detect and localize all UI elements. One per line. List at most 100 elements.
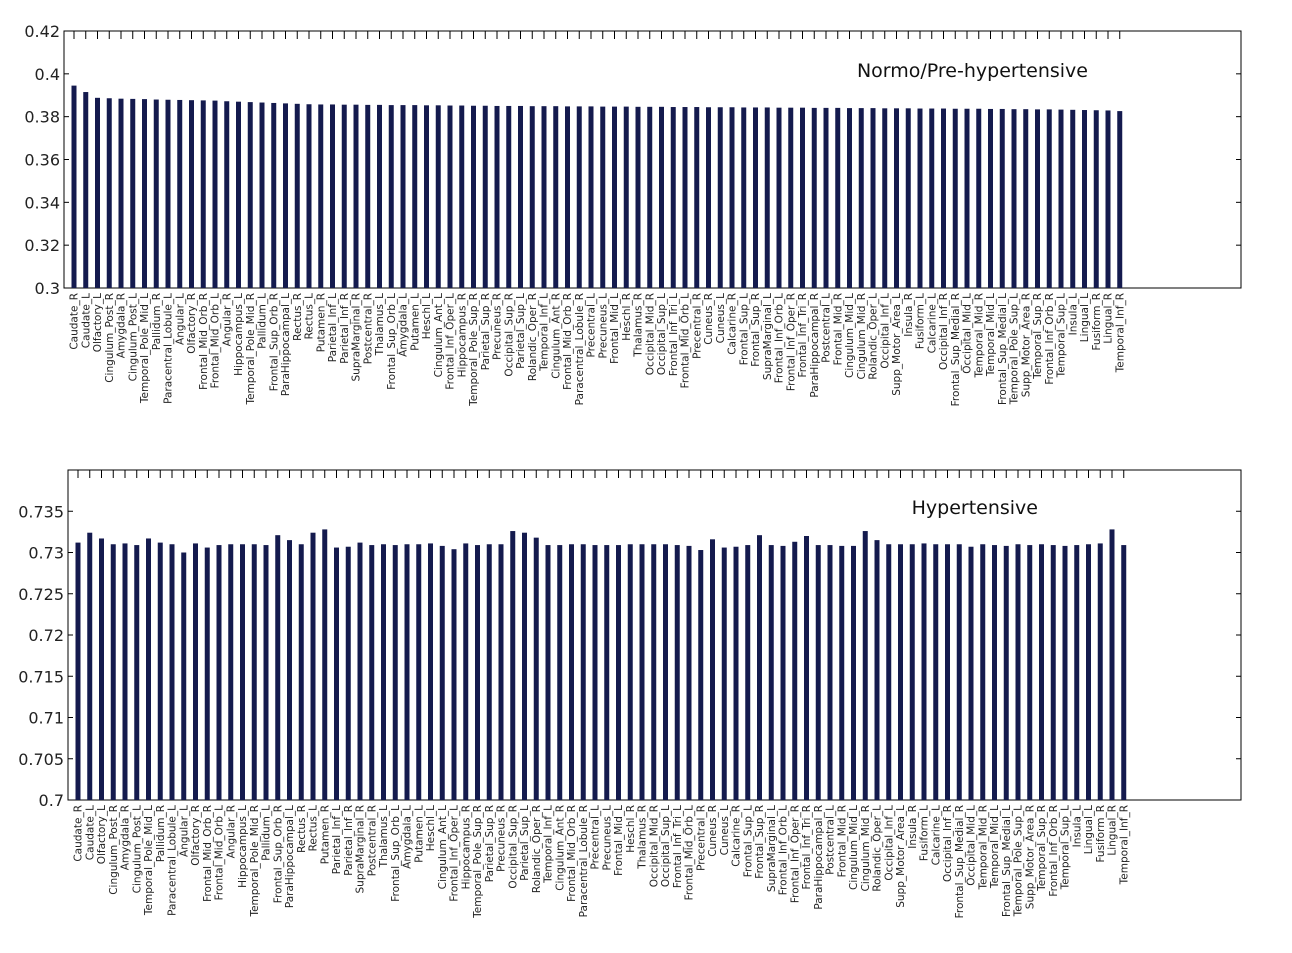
- category-label: Temporal_Pole_Mid_R: [245, 293, 257, 406]
- bar: [988, 108, 993, 288]
- category-label: Calcarine_R: [727, 293, 739, 355]
- category-label: Cingulum_Ant_R: [550, 293, 562, 379]
- category-label: Temporal_Pole_Sup_L: [1009, 293, 1021, 406]
- category-label: Cingulum_Ant_L: [437, 805, 449, 889]
- category-label: Temporal_Pole_Sup_R: [468, 293, 480, 407]
- category-label: Frontal_Mid_Orb_R: [566, 805, 578, 902]
- category-label: Precuneus_R: [492, 293, 504, 360]
- bar: [1003, 545, 1009, 800]
- category-label: Cingulum_Post_L: [131, 805, 143, 893]
- bar: [956, 544, 962, 800]
- category-label: Olfactory_L: [92, 293, 104, 352]
- bar: [800, 107, 805, 289]
- bar: [341, 104, 347, 288]
- category-label: Olfactory_L: [96, 805, 108, 864]
- normo-prehypertensive-panel: 0.3 0.32 0.34 0.36 0.38 0.4 0.42 Caudate_R Cauda…: [24, 22, 1242, 407]
- bar: [447, 105, 453, 288]
- bar: [1070, 109, 1076, 289]
- y-tick-label: 0.73: [28, 544, 64, 563]
- category-label: Rectus_L: [308, 805, 320, 852]
- bar: [663, 544, 668, 800]
- bar: [764, 107, 770, 289]
- bar: [745, 545, 751, 800]
- bar: [189, 100, 194, 288]
- category-label: Hippocampus_L: [233, 293, 245, 376]
- bar: [294, 103, 300, 288]
- bar: [122, 543, 128, 800]
- category-label: Calcarine_L: [930, 805, 942, 865]
- bar: [710, 539, 715, 800]
- bar: [976, 108, 982, 289]
- category-label: Heschl_L: [421, 293, 433, 339]
- category-label: Lingual_L: [1079, 293, 1091, 342]
- category-label: Amygdala_R: [116, 293, 128, 358]
- category-label: Pallidum_L: [261, 805, 273, 861]
- category-label: Thalamus_R: [633, 293, 645, 358]
- bar: [263, 545, 269, 800]
- category-label: Pallidum_R: [155, 805, 167, 862]
- category-label: Temporal_Pole_Mid_L: [143, 805, 155, 916]
- bar: [424, 105, 429, 289]
- bar: [1062, 545, 1068, 800]
- category-label: Caudate_R: [69, 293, 81, 350]
- bar: [118, 98, 124, 288]
- category-label: Temporal_Sup_R: [1036, 805, 1048, 892]
- bar: [83, 92, 89, 288]
- category-label: Lingual_R: [1103, 293, 1115, 344]
- category-label: Temporal_Pole_Sup_R: [472, 805, 484, 919]
- category-label: Temporal_Pole_Mid_L: [139, 293, 151, 404]
- category-label: Parietal_Sup_L: [515, 293, 527, 369]
- y-tick-label: 0.71: [28, 709, 64, 728]
- bar: [1082, 110, 1087, 288]
- category-label: Occipital_Inf_R: [942, 805, 954, 882]
- category-label: Cingulum_Ant_L: [433, 293, 445, 377]
- bar: [298, 544, 304, 800]
- category-label: Occipital_Mid_L: [962, 293, 974, 374]
- bar: [933, 544, 939, 800]
- category-label: Frontal_Sup_Medial_L: [1001, 805, 1013, 917]
- category-label: Angular_R: [221, 293, 233, 346]
- bar: [310, 532, 316, 800]
- category-label: Heschl_R: [621, 293, 633, 341]
- bar: [569, 544, 574, 800]
- bar: [780, 545, 786, 800]
- bar: [1121, 545, 1127, 800]
- bar: [565, 106, 570, 289]
- bar: [858, 108, 864, 288]
- bar: [216, 545, 222, 800]
- category-label: Amygdala_R: [120, 805, 132, 870]
- bar: [146, 538, 151, 800]
- bar: [694, 107, 700, 288]
- bar: [271, 102, 277, 289]
- category-label: Frontal_Mid_Orb_R: [562, 293, 574, 390]
- bar: [729, 107, 735, 288]
- bar: [576, 106, 582, 289]
- category-label: Temporal_Mid_L: [985, 293, 997, 377]
- bar: [1023, 109, 1029, 288]
- bar: [388, 105, 394, 288]
- category-label: Frontal_Mid_Orb_L: [680, 293, 692, 389]
- bar: [259, 102, 265, 288]
- category-label: Frontal_Inf_Oper_L: [449, 805, 461, 902]
- bar: [1039, 544, 1044, 800]
- bar: [404, 544, 410, 800]
- category-label: Frontal_Inf_Tri_R: [801, 805, 813, 890]
- category-label: Angular_R: [225, 805, 237, 858]
- bar: [1117, 111, 1123, 289]
- category-label: Precentral_R: [695, 805, 707, 871]
- category-label: Frontal_Sup_R: [750, 293, 762, 367]
- bar: [600, 106, 606, 288]
- category-label: Frontal_Mid_Orb_R: [198, 293, 210, 390]
- category-label: Postcentral_R: [366, 805, 378, 876]
- bar: [952, 108, 958, 289]
- category-label: Calcarine_L: [926, 293, 938, 353]
- category-label: Temporal_Inf_L: [543, 805, 555, 884]
- bar: [212, 100, 218, 289]
- category-label: Fusiform_R: [1095, 805, 1107, 863]
- bar: [580, 544, 586, 800]
- category-label: Thalamus_L: [378, 805, 390, 868]
- category-label: Cingulum_Post_R: [104, 293, 116, 383]
- category-label: Frontal_Mid_Orb_L: [214, 805, 226, 901]
- category-label: Temporal_Pole_Mid_R: [249, 805, 261, 918]
- hypertensive-panel: 0.7 0.705 0.71 0.715 0.72 0.725 0.73 0.735 Cauda…: [18, 469, 1242, 919]
